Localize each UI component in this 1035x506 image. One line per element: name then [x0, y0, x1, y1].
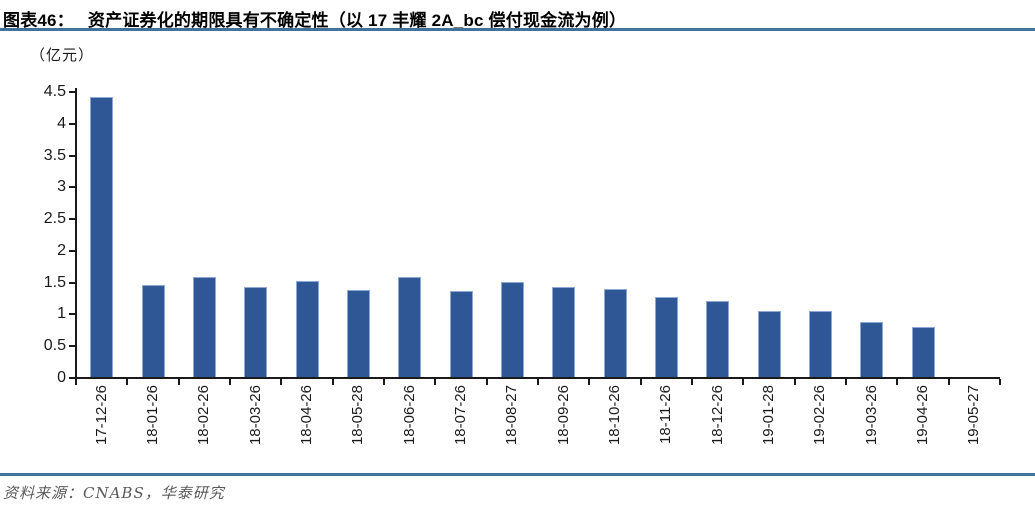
y-axis-tick-label: 1.5	[43, 273, 66, 291]
x-axis-tick	[177, 379, 180, 385]
x-axis-tick	[588, 379, 591, 385]
y-axis-tick	[69, 154, 76, 157]
y-axis-tick	[69, 377, 76, 379]
x-axis-tick-label: 18-11-26	[657, 385, 675, 444]
x-axis-tick	[229, 379, 231, 385]
x-axis-tick	[485, 379, 488, 385]
y-axis-tick-label: 2	[57, 241, 66, 259]
x-axis-tick-label: 19-04-26	[914, 385, 931, 446]
bar	[90, 97, 114, 377]
x-axis-tick	[331, 379, 334, 385]
y-axis-tick-label: 4.5	[43, 83, 66, 100]
x-axis-tick-label: 17-12-26	[92, 385, 110, 446]
x-axis-tick-label: 18-09-26	[554, 385, 572, 446]
x-axis-tick-label: 18-07-26	[452, 385, 469, 446]
x-axis-tick-label: 18-03-26	[246, 385, 264, 446]
x-axis-tick-label: 18-08-27	[503, 385, 521, 446]
bar	[808, 311, 832, 377]
bar	[141, 285, 165, 377]
x-axis-tick-label: 19-01-28	[760, 385, 777, 446]
y-axis-tick-label: 1	[57, 305, 66, 323]
y-axis-tick	[69, 281, 76, 284]
figure-title: 图表46： 资产证券化的期限具有不确定性（以 17 丰耀 2A_bc 偿付现金流为…	[3, 6, 626, 31]
y-axis-tick	[69, 186, 76, 189]
x-axis-tick	[126, 379, 129, 385]
title-divider	[0, 28, 1035, 31]
y-axis-tick	[69, 345, 76, 348]
x-axis-tick-label: 18-05-28	[349, 385, 367, 446]
bar	[244, 287, 268, 377]
x-axis-tick	[947, 379, 950, 385]
x-axis-tick-label: 18-01-26	[144, 385, 161, 446]
x-axis-tick-label: 18-12-26	[708, 385, 726, 446]
x-axis-tick-label: 19-02-26	[811, 385, 829, 446]
y-axis-tick	[69, 249, 76, 252]
x-axis-tick-label: 19-05-27	[965, 385, 983, 446]
bar	[860, 322, 884, 377]
x-axis-tick	[280, 379, 283, 385]
bar	[449, 291, 473, 377]
x-axis-tick	[793, 379, 796, 385]
x-axis-tick-label: 18-06-26	[400, 385, 418, 446]
figure-caption: 资产证券化的期限具有不确定性（以 17 丰耀 2A_bc 偿付现金流为例）	[87, 11, 627, 30]
x-axis-tick-label: 18-10-26	[606, 385, 623, 446]
bar	[654, 297, 678, 377]
x-axis-tick	[999, 379, 1001, 385]
bar	[500, 282, 524, 377]
y-axis-tick-label: 3	[57, 178, 66, 196]
y-axis-tick-label: 4	[57, 114, 66, 132]
x-axis-line	[75, 377, 1000, 379]
bar	[346, 290, 370, 377]
x-axis-tick	[75, 379, 77, 385]
bar	[603, 289, 627, 377]
bar	[552, 287, 576, 377]
x-axis-tick	[434, 379, 437, 385]
bar	[295, 281, 319, 377]
x-axis-tick-label: 18-02-26	[195, 385, 213, 446]
y-axis-line	[75, 88, 77, 379]
figure-number: 图表46：	[3, 11, 74, 30]
footer-divider	[0, 473, 1035, 476]
y-axis-tick	[69, 122, 76, 125]
y-axis-unit-label: （亿元）	[30, 47, 95, 64]
bar	[757, 311, 781, 377]
y-axis-tick-label: 3.5	[43, 146, 66, 164]
bar	[911, 327, 935, 377]
bar	[192, 277, 216, 377]
bar	[398, 277, 422, 377]
y-axis-tick-label: 0.5	[43, 337, 66, 355]
x-axis-tick	[691, 379, 693, 385]
x-axis-tick-label: 19-03-26	[862, 385, 880, 446]
x-axis-tick-label: 18-04-26	[298, 385, 315, 446]
y-axis-tick	[69, 91, 76, 93]
y-axis-tick-label: 2.5	[43, 210, 66, 228]
y-axis-tick	[69, 313, 76, 316]
x-axis-tick	[383, 379, 385, 385]
x-axis-tick	[742, 379, 745, 385]
source-note: 资料来源：CNABS，华泰研究	[3, 484, 225, 502]
y-axis-tick	[69, 218, 76, 221]
x-axis-tick	[537, 379, 539, 385]
x-axis-tick	[639, 379, 642, 385]
x-axis-tick	[845, 379, 847, 385]
x-axis-tick	[896, 379, 899, 385]
y-axis-tick-label: 0	[57, 369, 66, 386]
bar	[706, 301, 730, 377]
